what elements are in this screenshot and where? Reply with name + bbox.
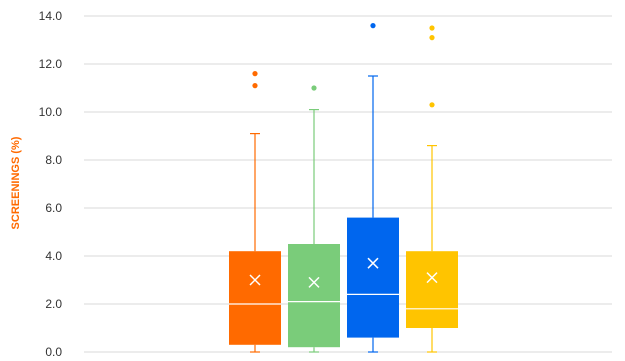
mean-marker	[249, 274, 261, 286]
box-group	[288, 85, 340, 353]
boxes-layer	[229, 23, 458, 353]
outlier-point	[311, 85, 317, 91]
y-tick-label: 2.0	[45, 297, 62, 311]
y-tick-label: 8.0	[45, 153, 62, 167]
y-tick-label: 10.0	[39, 105, 63, 119]
box	[347, 217, 399, 338]
y-tick-label: 4.0	[45, 249, 62, 263]
outlier-point	[252, 71, 258, 77]
y-tick-label: 14.0	[39, 9, 63, 23]
y-axis-ticks: 0.0 2.0 4.0 6.0 8.0 10.0 12.0 14.0	[39, 9, 63, 359]
box	[406, 251, 458, 328]
box-group	[347, 23, 399, 353]
box-group	[406, 25, 458, 353]
mean-marker	[367, 257, 379, 269]
box	[288, 244, 340, 348]
y-axis-title: SCREENINGS (%)	[10, 136, 22, 229]
outlier-point	[429, 35, 435, 41]
box-group	[229, 71, 281, 353]
outlier-point	[429, 25, 435, 31]
outlier-point	[429, 102, 435, 108]
y-tick-label: 12.0	[39, 57, 63, 71]
y-tick-label: 0.0	[45, 345, 62, 359]
outlier-point	[370, 23, 376, 29]
y-tick-label: 6.0	[45, 201, 62, 215]
outlier-point	[252, 83, 258, 89]
mean-marker	[308, 276, 320, 288]
mean-marker	[426, 272, 438, 284]
box	[229, 251, 281, 345]
